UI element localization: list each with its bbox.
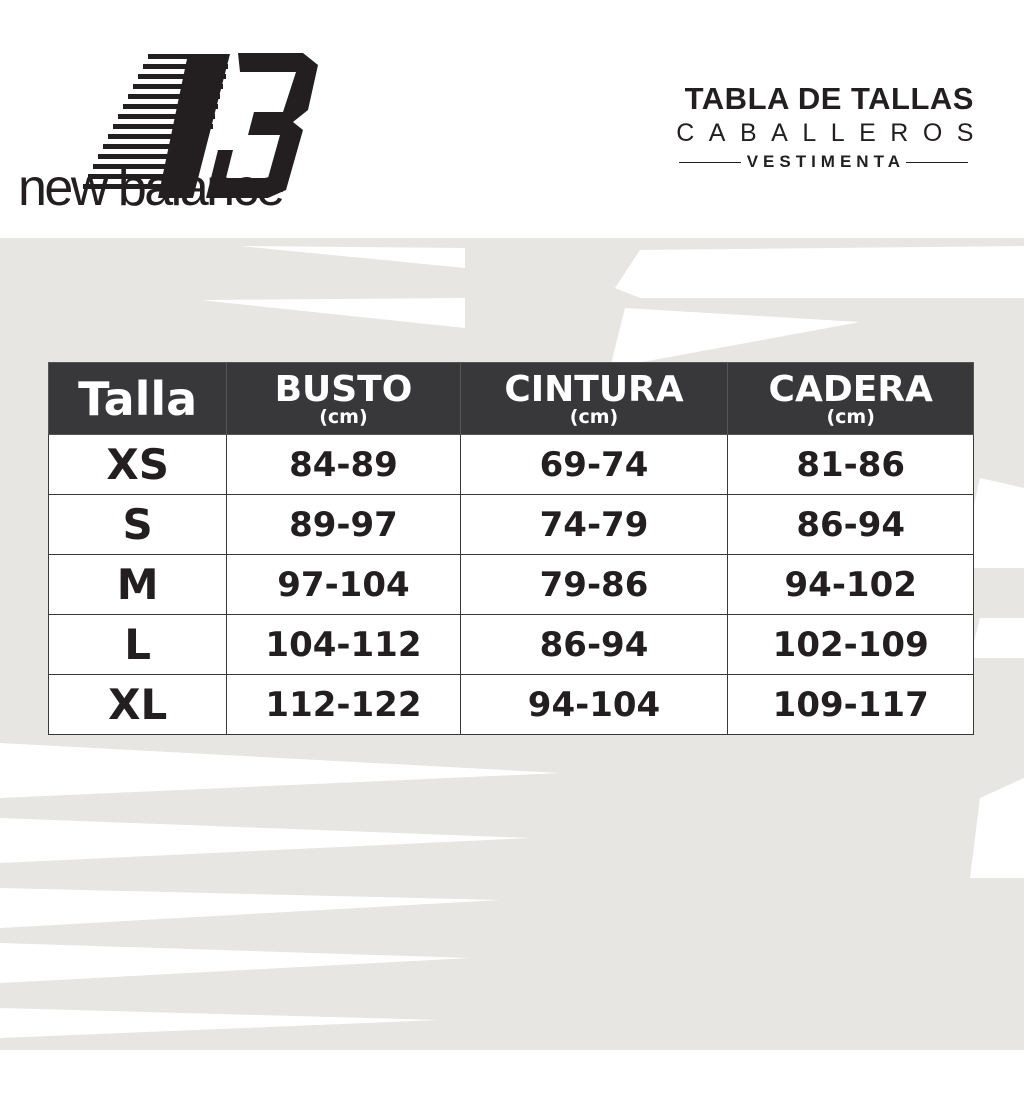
measure-cell: 112-122 [226,674,461,735]
brand-wordmark: new balance [18,159,285,217]
divider [678,161,741,163]
chart-title-block: TABLA DE TALLAS CABALLEROS VESTIMENTA [673,82,974,174]
measure-cell: 86-94 [459,614,729,675]
column-header-cintura: CINTURA (cm) [459,362,729,435]
page-title: TABLA DE TALLAS [684,81,974,116]
category-text: VESTIMENTA [746,152,905,171]
measure-cell: 69-74 [459,434,729,495]
bottom-margin [0,1050,1024,1100]
table-row: XL 112-122 94-104 109-117 [47,674,974,735]
header-label: BUSTO [274,368,413,410]
table-row: XS 84-89 69-74 81-86 [47,434,974,495]
size-cell: M [47,554,228,615]
size-cell: L [47,614,228,675]
column-header-busto: BUSTO (cm) [226,362,461,435]
measure-cell: 79-86 [459,554,729,615]
measure-cell: 104-112 [226,614,461,675]
measure-cell: 84-89 [226,434,461,495]
measure-cell: 94-102 [727,554,974,615]
header-unit: (cm) [569,405,619,428]
new-balance-logo-icon [83,53,318,198]
divider [906,161,968,163]
table-row: M 97-104 79-86 94-102 [47,554,974,615]
column-header-talla: Talla [47,362,228,435]
column-header-cadera: CADERA (cm) [727,362,974,435]
size-cell: S [47,494,228,555]
measure-cell: 74-79 [459,494,729,555]
header-label: CINTURA [504,368,684,410]
measure-cell: 109-117 [727,674,974,735]
category-label: VESTIMENTA [673,150,974,174]
header-label: CADERA [768,368,933,410]
measure-cell: 89-97 [226,494,461,555]
size-table: Talla BUSTO (cm) CINTURA (cm) CADERA (cm) X… [47,362,974,735]
table-row: S 89-97 74-79 86-94 [47,494,974,555]
measure-cell: 94-104 [459,674,729,735]
measure-cell: 97-104 [226,554,461,615]
measure-cell: 86-94 [727,494,974,555]
measure-cell: 102-109 [727,614,974,675]
header-unit: (cm) [319,405,368,428]
header-unit: (cm) [826,405,875,428]
table-header-row: Talla BUSTO (cm) CINTURA (cm) CADERA (cm) [47,362,974,435]
size-cell: XL [47,674,228,735]
measure-cell: 81-86 [727,434,974,495]
table-row: L 104-112 86-94 102-109 [47,614,974,675]
page-subtitle: CABALLEROS [676,119,988,147]
size-cell: XS [47,434,228,495]
